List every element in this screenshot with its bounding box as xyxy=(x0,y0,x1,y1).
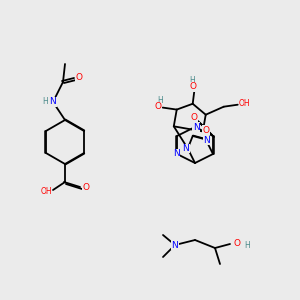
Text: H: H xyxy=(244,241,250,250)
Text: OH: OH xyxy=(40,187,52,196)
Text: OH: OH xyxy=(239,99,250,108)
Text: O: O xyxy=(76,73,82,82)
Text: N: N xyxy=(193,122,200,131)
Text: N: N xyxy=(182,144,189,153)
Text: N: N xyxy=(203,136,210,145)
Text: O: O xyxy=(233,239,241,248)
Text: O: O xyxy=(82,184,89,193)
Text: N: N xyxy=(50,98,56,106)
Text: O: O xyxy=(154,102,161,111)
Text: O: O xyxy=(202,126,209,135)
Text: H: H xyxy=(42,97,48,106)
Text: H: H xyxy=(157,96,163,105)
Text: O: O xyxy=(189,82,196,91)
Text: N: N xyxy=(172,149,179,158)
Text: O: O xyxy=(190,112,197,122)
Text: N: N xyxy=(172,241,178,250)
Text: H: H xyxy=(189,76,195,85)
